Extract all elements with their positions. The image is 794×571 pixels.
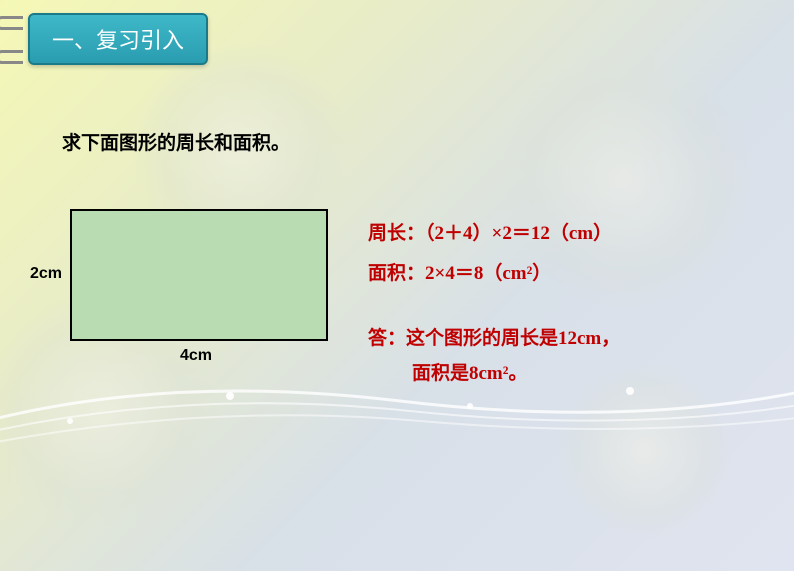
bg-rose-decoration xyxy=(554,361,734,541)
perimeter-calculation: 周长：（2＋4）×2＝12（cm） xyxy=(368,218,612,245)
height-label: 2cm xyxy=(30,265,62,283)
spiral-binding-decoration xyxy=(0,16,23,64)
answer-line-2: 面积是8cm²。 xyxy=(412,358,527,385)
rectangle-shape xyxy=(70,209,328,341)
area-calculation: 面积：2×4＝8（cm²） xyxy=(368,258,551,285)
section-title: 一、复习引入 xyxy=(52,28,184,53)
section-header: 一、复习引入 xyxy=(28,13,208,65)
question-text: 求下面图形的周长和面积。 xyxy=(62,128,290,155)
width-label: 4cm xyxy=(180,347,212,365)
bg-swoosh-decoration xyxy=(0,351,794,471)
answer-line-1: 答：这个图形的周长是12cm， xyxy=(368,323,620,350)
